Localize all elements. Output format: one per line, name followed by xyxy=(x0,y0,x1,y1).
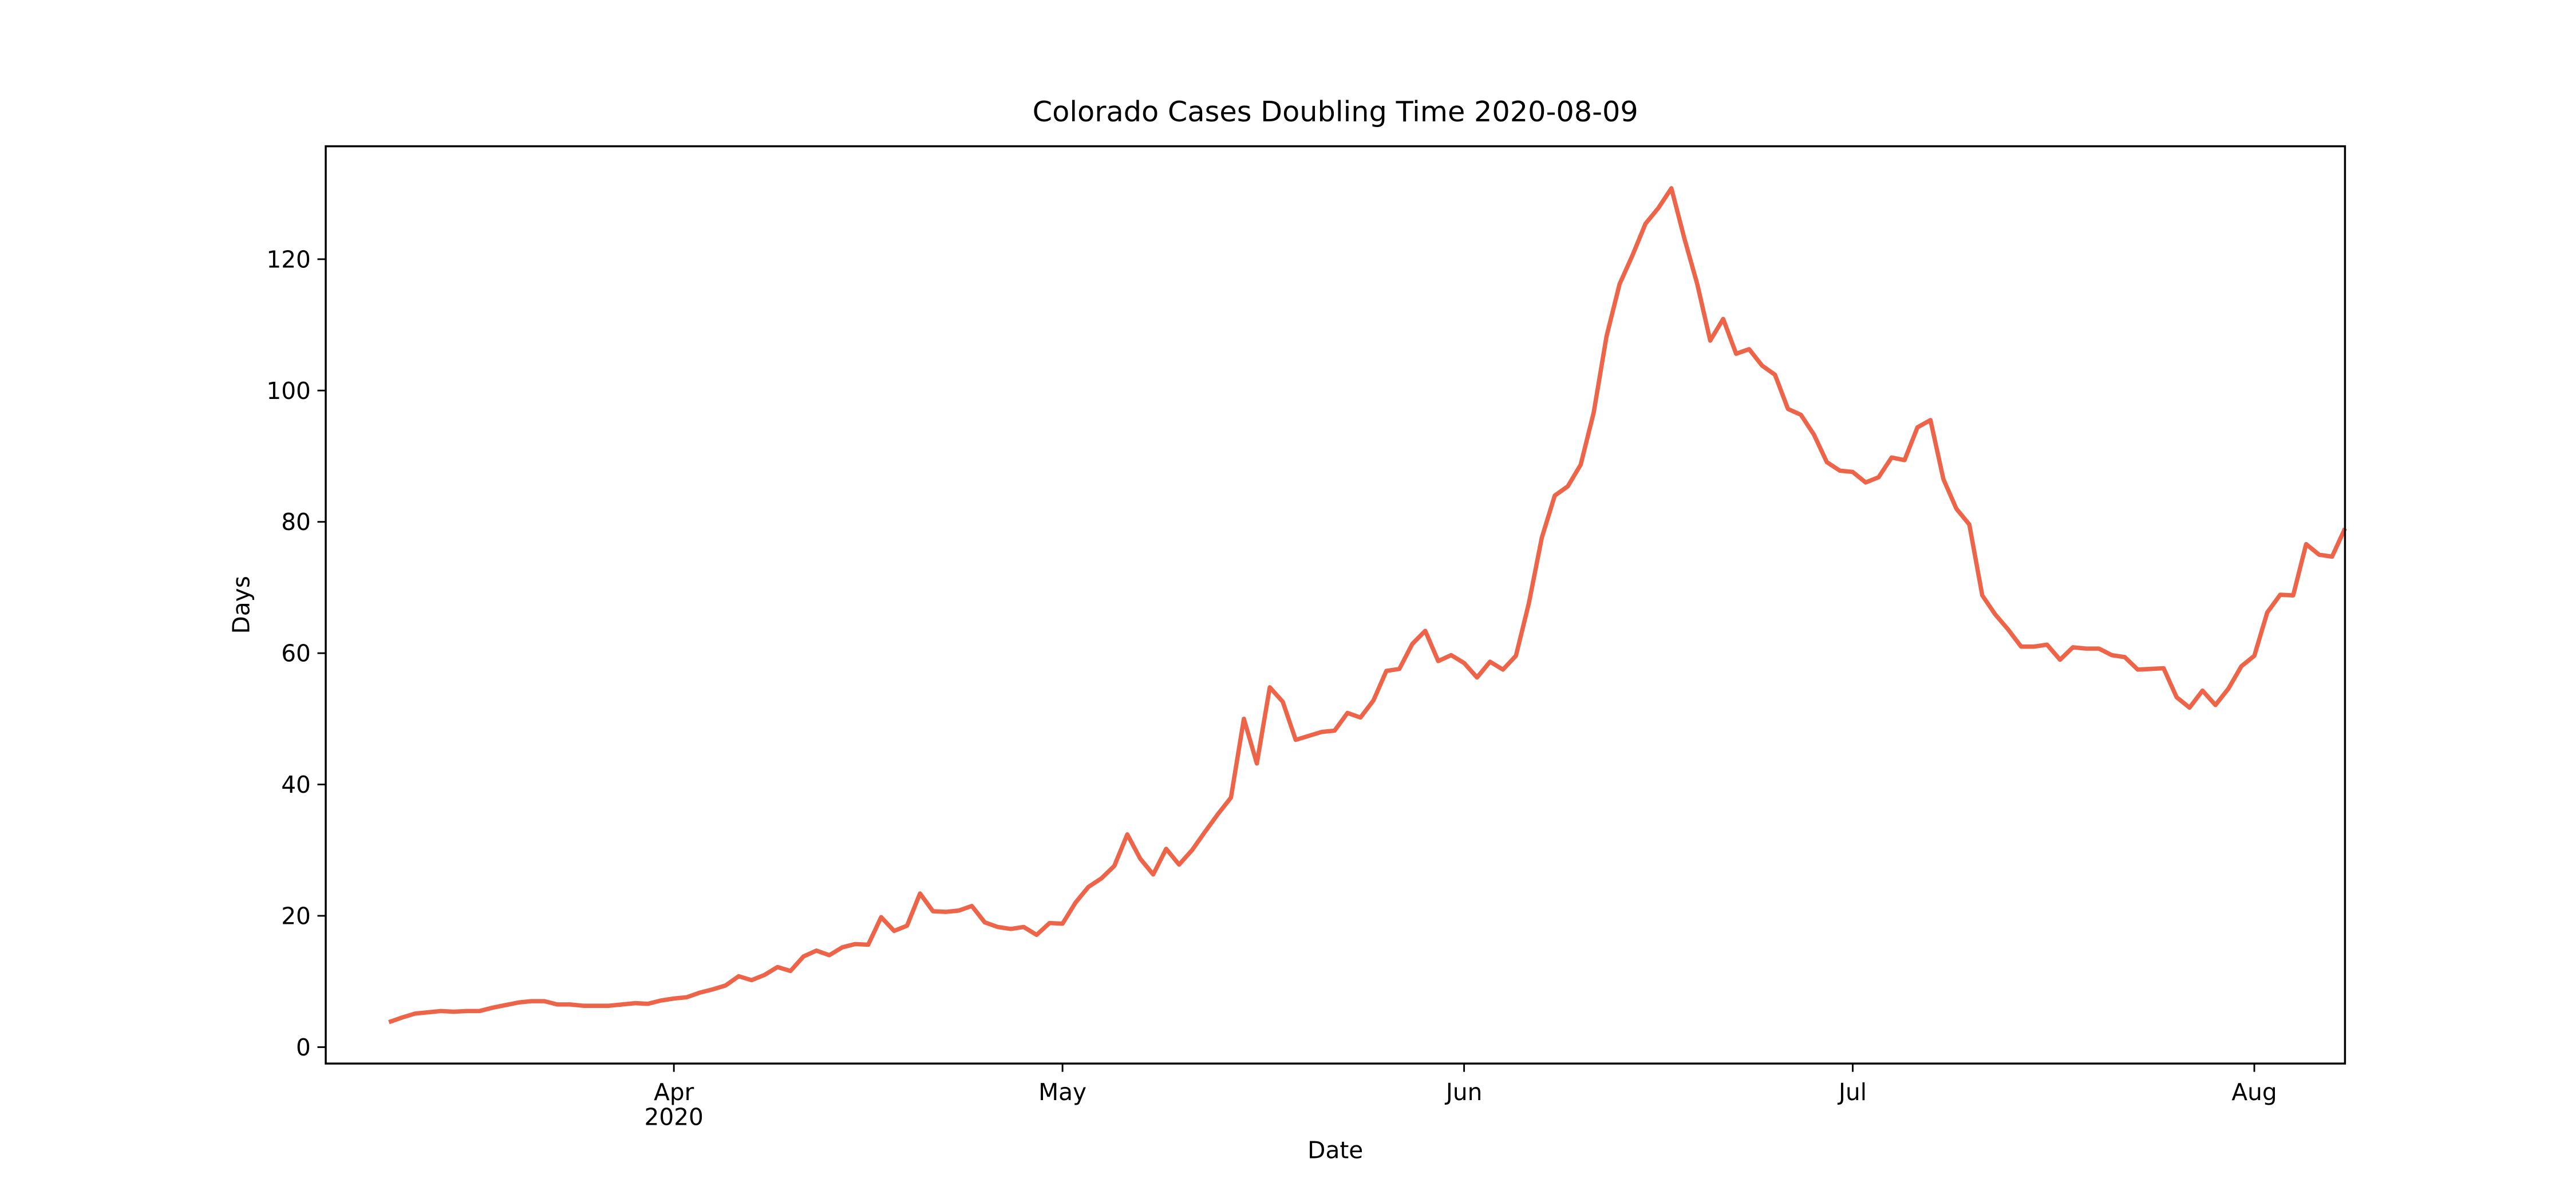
x-tick-label: Apr xyxy=(654,1078,694,1106)
x-tick-label: Jul xyxy=(1837,1078,1867,1106)
y-tick-label: 120 xyxy=(266,246,311,273)
axes-frame xyxy=(325,145,2346,1065)
x-tick-label: Aug xyxy=(2231,1078,2277,1106)
y-axis-label: Days xyxy=(227,576,255,634)
x-tick-label: May xyxy=(1038,1078,1086,1106)
chart-title: Colorado Cases Doubling Time 2020-08-09 xyxy=(1033,95,1638,128)
y-tick-label: 40 xyxy=(281,771,311,798)
x-year-label: 2020 xyxy=(645,1104,704,1131)
y-tick-label: 20 xyxy=(281,903,311,930)
x-tick-label: Jun xyxy=(1444,1078,1482,1106)
y-tick-label: 100 xyxy=(266,377,311,405)
data-line xyxy=(388,186,2347,1025)
y-tick-label: 80 xyxy=(281,508,311,536)
y-tick-label: 0 xyxy=(296,1034,311,1061)
x-axis-label: Date xyxy=(1307,1137,1363,1164)
y-tick-label: 60 xyxy=(281,640,311,667)
